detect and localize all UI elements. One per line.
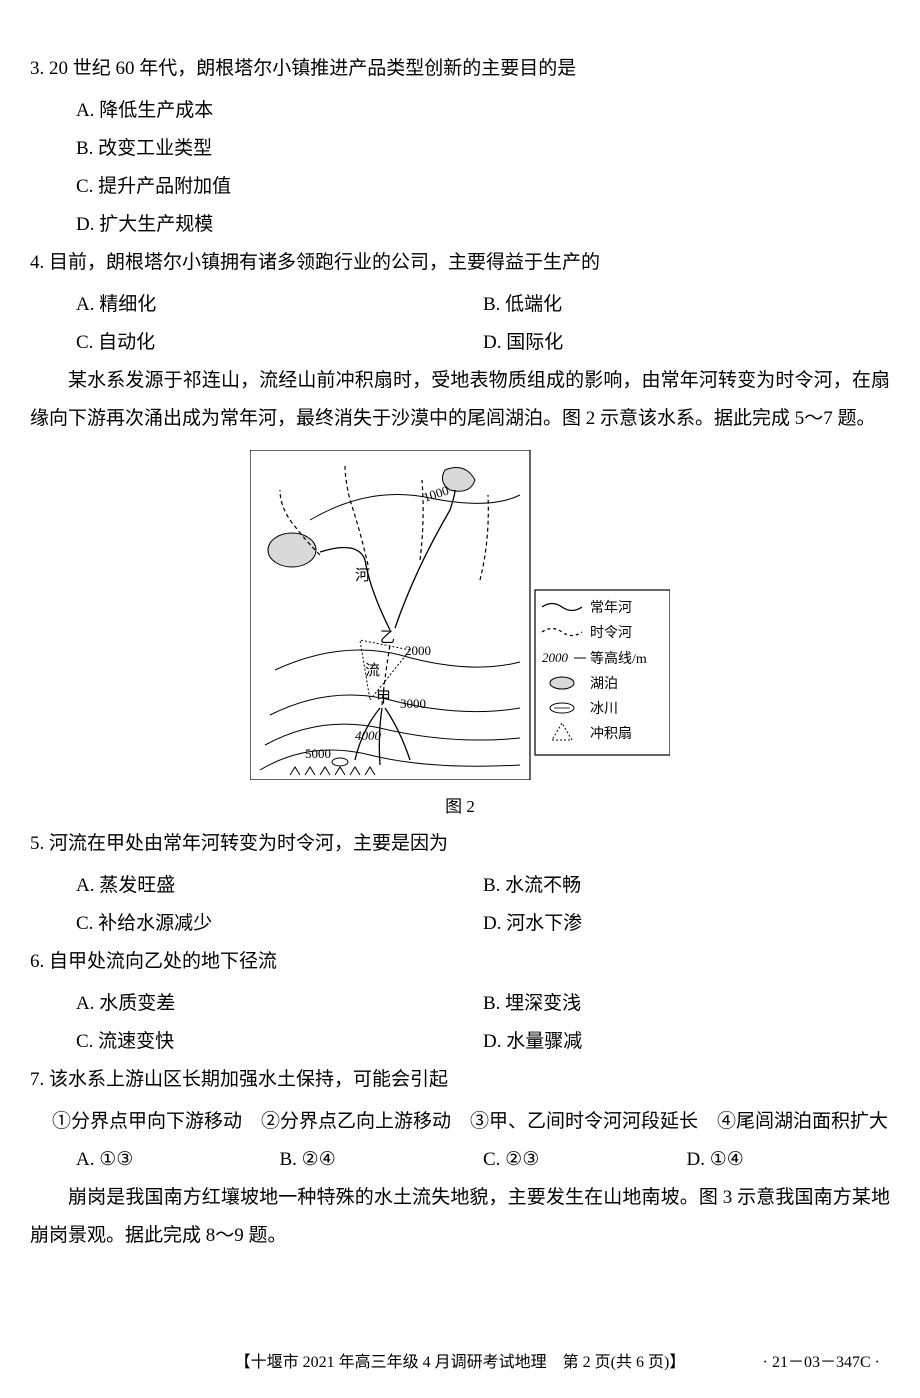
- q4-opt-a: A. 精细化: [76, 286, 483, 324]
- river-left-branch: [320, 548, 390, 631]
- label-1000: 1000: [421, 483, 450, 505]
- label-2000: 2000: [405, 643, 431, 658]
- q7-opt-b: B. ②④: [280, 1141, 484, 1179]
- q3-opt-d: D. 扩大生产规模: [76, 206, 890, 244]
- legend-lake: 湖泊: [590, 676, 618, 692]
- q5-opt-a: A. 蒸发旺盛: [76, 867, 483, 905]
- q4-stem: 4. 目前，朗根塔尔小镇拥有诸多领跑行业的公司，主要得益于生产的: [30, 244, 890, 282]
- passage-1: 某水系发源于祁连山，流经山前冲积扇时，受地表物质组成的影响，由常年河转变为时令河…: [30, 362, 890, 438]
- q5-options: A. 蒸发旺盛 B. 水流不畅 C. 补给水源减少 D. 河水下渗: [30, 867, 890, 943]
- contour-5000: [260, 750, 520, 770]
- q4-opt-b: B. 低端化: [483, 286, 890, 324]
- label-jia: 甲: [376, 690, 391, 706]
- label-4000: 4000: [355, 728, 382, 743]
- legend-perennial-icon: [542, 604, 582, 611]
- glacier-map: [332, 758, 348, 766]
- q4-opt-d: D. 国际化: [483, 324, 890, 362]
- legend-fan: 冲积扇: [590, 726, 632, 742]
- label-5000: 5000: [305, 746, 331, 761]
- q5-stem: 5. 河流在甲处由常年河转变为时令河，主要是因为: [30, 825, 890, 863]
- lake-left: [268, 533, 316, 567]
- contour-4000: [265, 724, 520, 745]
- q7-stem: 7. 该水系上游山区长期加强水土保持，可能会引起: [30, 1061, 890, 1099]
- q6-opt-a: A. 水质变差: [76, 985, 483, 1023]
- q5-opt-b: B. 水流不畅: [483, 867, 890, 905]
- legend-seasonal-icon: [542, 629, 582, 636]
- legend-contour: 等高线/m: [590, 650, 647, 667]
- label-yi: 乙: [380, 630, 395, 646]
- passage-2: 崩岗是我国南方红壤坡地一种特殊的水土流失地貌，主要发生在山地南坡。图 3 示意我…: [30, 1179, 890, 1255]
- q7-opt-a: A. ①③: [76, 1141, 280, 1179]
- q3-options: A. 降低生产成本 B. 改变工业类型 C. 提升产品附加值 D. 扩大生产规模: [30, 92, 890, 244]
- figure-2-svg: 1000 2000 3000 4000 5000 河 流 甲 乙 常年河 时令河…: [250, 450, 670, 780]
- q5-opt-d: D. 河水下渗: [483, 905, 890, 943]
- q7-opt-d: D. ①④: [687, 1141, 891, 1179]
- contour-3000: [270, 695, 520, 715]
- q7-sub: ①分界点甲向下游移动 ②分界点乙向上游移动 ③甲、乙间时令河河段延长 ④尾闾湖泊…: [30, 1103, 890, 1141]
- legend-glacier: 冰川: [590, 701, 618, 717]
- mountain-glyphs: [290, 767, 375, 775]
- q6-opt-d: D. 水量骤减: [483, 1023, 890, 1061]
- legend-seasonal: 时令河: [590, 625, 632, 641]
- seasonal-r2: [480, 495, 488, 580]
- figure-2: 1000 2000 3000 4000 5000 河 流 甲 乙 常年河 时令河…: [30, 450, 890, 817]
- q3-opt-b: B. 改变工业类型: [76, 130, 890, 168]
- q4-opt-c: C. 自动化: [76, 324, 483, 362]
- legend: 常年河 时令河 2000 等高线/m 湖泊 冰川 冲积扇: [542, 600, 647, 742]
- q6-opt-b: B. 埋深变浅: [483, 985, 890, 1023]
- river-right-branch: [395, 490, 455, 628]
- q4-options: A. 精细化 B. 低端化 C. 自动化 D. 国际化: [30, 286, 890, 362]
- legend-lake-icon: [550, 677, 574, 689]
- label-3000: 3000: [400, 696, 426, 711]
- q7-options: A. ①③ B. ②④ C. ②③ D. ①④: [30, 1141, 890, 1179]
- q6-opt-c: C. 流速变快: [76, 1023, 483, 1061]
- q5-opt-c: C. 补给水源减少: [76, 905, 483, 943]
- footer-main: 【十堰市 2021 年高三年级 4 月调研考试地理 第 2 页(共 6 页)】: [235, 1354, 686, 1371]
- q3-opt-c: C. 提升产品附加值: [76, 168, 890, 206]
- page-footer: 【十堰市 2021 年高三年级 4 月调研考试地理 第 2 页(共 6 页)】 …: [0, 1348, 920, 1372]
- q6-options: A. 水质变差 B. 埋深变浅 C. 流速变快 D. 水量骤减: [30, 985, 890, 1061]
- q3-stem: 3. 20 世纪 60 年代，朗根塔尔小镇推进产品类型创新的主要目的是: [30, 50, 890, 88]
- contour-2000: [275, 650, 520, 670]
- legend-contour-sample: 2000: [542, 650, 569, 665]
- q3-opt-a: A. 降低生产成本: [76, 92, 890, 130]
- legend-fan-icon: [552, 723, 572, 740]
- label-river: 河: [355, 567, 370, 584]
- footer-code: · 21－03－347C ·: [763, 1348, 880, 1372]
- q7-opt-c: C. ②③: [483, 1141, 687, 1179]
- q6-stem: 6. 自甲处流向乙处的地下径流: [30, 943, 890, 981]
- figure-2-caption: 图 2: [30, 792, 890, 817]
- label-flow: 流: [365, 662, 380, 679]
- legend-perennial: 常年河: [590, 600, 632, 616]
